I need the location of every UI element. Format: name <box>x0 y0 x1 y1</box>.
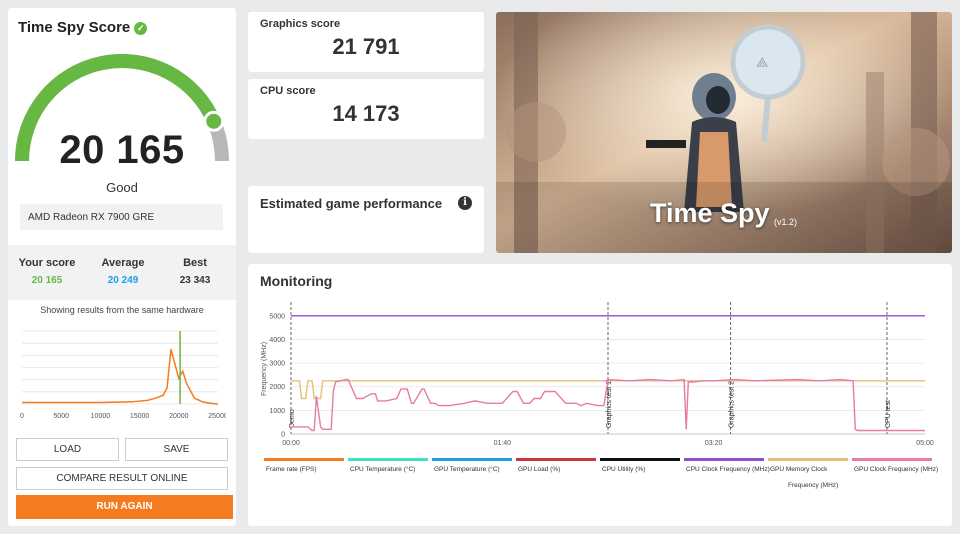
legend-swatch <box>600 458 680 461</box>
x-tick-label: 05:00 <box>916 440 934 447</box>
best-stat: Best 23 343 <box>166 257 224 286</box>
y-tick-label: 1000 <box>269 408 285 415</box>
x-tick-label: 01:40 <box>494 440 512 447</box>
svg-text:⟁: ⟁ <box>756 54 769 70</box>
histogram-tick-label: 20000 <box>169 413 189 420</box>
score-panel: Time Spy Score ✓ 20 165 Good AMD Radeon R… <box>8 8 236 526</box>
y-tick-label: 2000 <box>269 384 285 391</box>
score-title-row: Time Spy Score ✓ <box>18 19 148 36</box>
graphics-score-label: Graphics score <box>260 18 341 30</box>
gauge-fill <box>15 54 221 162</box>
y-tick-label: 4000 <box>269 337 285 344</box>
banner-artwork: ⟁ <box>496 12 952 253</box>
benchmark-banner: ⟁ Time Spy (v1.2) <box>496 12 952 253</box>
histogram-note: Showing results from the same hardware <box>40 305 204 315</box>
legend-label: Frequency (MHz) <box>788 482 838 489</box>
monitoring-panel: 0 1000 2000 3000 4000 5000 Frequency (MHz) 00:0… <box>248 264 952 526</box>
graphics-score-value: 21 791 <box>332 34 400 59</box>
legend-swatch <box>852 458 932 461</box>
game-performance-label: Estimated game performance <box>260 196 443 211</box>
average-value: 20 249 <box>107 275 139 286</box>
cpu-score-label: CPU score <box>260 85 316 97</box>
test-marker-label: CPU test <box>885 400 892 428</box>
legend-swatch <box>264 458 344 461</box>
best-value: 23 343 <box>179 275 211 286</box>
histogram-tick-label: 10000 <box>91 413 111 420</box>
y-axis-label: Frequency (MHz) <box>261 342 268 396</box>
score-gauge <box>15 54 229 162</box>
histogram-tick-label: 25000 <box>208 413 226 420</box>
info-icon[interactable]: i <box>458 196 472 210</box>
test-marker-label: Demo <box>289 409 296 428</box>
your-score-stat: Your score 20 165 <box>18 257 76 286</box>
overall-score: 20 165 <box>59 128 185 172</box>
score-histogram: 0 5000 10000 15000 20000 25000 <box>20 330 226 420</box>
graphics-score-card: Graphics score 21 791 <box>248 12 484 72</box>
average-stat: Average 20 249 <box>94 257 152 286</box>
benchmark-version: (v1.2) <box>774 217 798 227</box>
score-comparison: Your score 20 165 Average 20 249 Best 23… <box>8 245 236 300</box>
game-performance-card: Estimated game performance i <box>248 186 484 253</box>
gauge-marker <box>203 110 225 132</box>
score-rating: Good <box>106 180 138 195</box>
x-tick-label: 03:20 <box>705 440 723 447</box>
score-title: Time Spy Score <box>18 19 131 36</box>
cpu-score-value: 14 173 <box>332 101 400 126</box>
legend-swatch <box>432 458 512 461</box>
legend-label: GPU Load (%) <box>518 466 560 473</box>
y-tick-label: 5000 <box>269 313 285 320</box>
gpu-name: AMD Radeon RX 7900 GRE <box>20 204 223 230</box>
monitoring-title: Monitoring <box>260 273 333 289</box>
run-again-button[interactable]: RUN AGAIN <box>16 495 233 519</box>
average-label: Average <box>101 257 145 269</box>
y-tick-label: 3000 <box>269 361 285 368</box>
series-line <box>291 380 925 400</box>
series-line <box>291 378 925 432</box>
histogram-tick-label: 0 <box>20 413 24 420</box>
legend-label: GPU Temperature (°C) <box>434 465 500 473</box>
histogram-tick-label: 5000 <box>53 413 69 420</box>
load-button[interactable]: LOAD <box>16 438 119 461</box>
benchmark-title: Time Spy <box>650 198 770 228</box>
legend-swatch <box>516 458 596 461</box>
histogram-line <box>22 349 219 405</box>
test-marker-label: Graphics test 1 <box>606 381 613 428</box>
legend-label: CPU Utility (%) <box>602 466 645 473</box>
y-tick-label: 0 <box>281 432 285 439</box>
legend-label: Frame rate (FPS) <box>266 466 317 473</box>
histogram-tick-label: 15000 <box>130 413 150 420</box>
legend-label: CPU Clock Frequency (MHz) <box>686 466 770 473</box>
legend-swatch <box>348 458 428 461</box>
cpu-score-card: CPU score 14 173 <box>248 79 484 139</box>
legend-label: GPU Clock Frequency (MHz) <box>854 466 938 473</box>
your-score-value: 20 165 <box>31 275 63 286</box>
best-label: Best <box>183 257 207 269</box>
monitoring-chart: 0 1000 2000 3000 4000 5000 Frequency (MHz) 00:0… <box>261 302 938 489</box>
legend-label: GPU Memory Clock <box>770 466 828 473</box>
legend-label: CPU Temperature (°C) <box>350 465 415 473</box>
legend-swatch <box>768 458 848 461</box>
compare-online-button[interactable]: COMPARE RESULT ONLINE <box>16 467 228 490</box>
save-button[interactable]: SAVE <box>125 438 228 461</box>
x-tick-label: 00:00 <box>282 440 300 447</box>
test-marker-label: Graphics test 2 <box>729 381 736 428</box>
your-score-label: Your score <box>18 257 76 269</box>
check-icon: ✓ <box>134 22 148 35</box>
legend-swatch <box>684 458 764 461</box>
